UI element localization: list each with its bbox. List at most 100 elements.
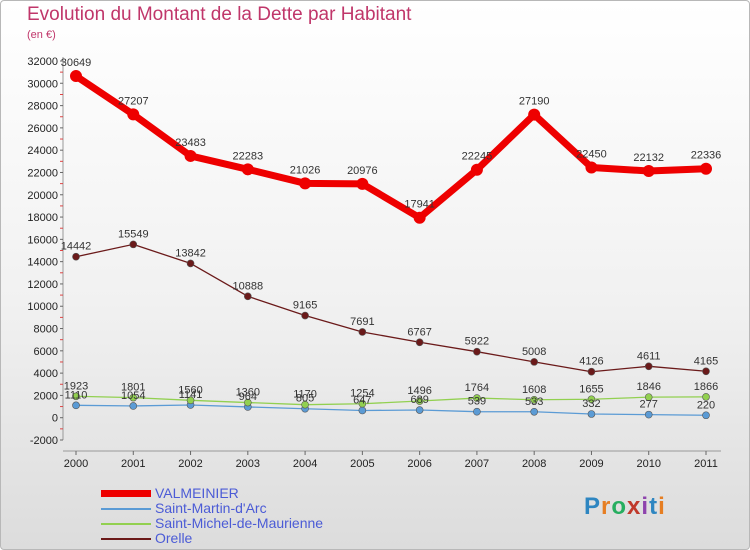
data-point [530,358,538,366]
logo-letter: i [641,493,650,520]
legend-label: VALMEINIER [155,485,239,501]
series-1 [72,401,710,420]
y-tick-label: -2000 [30,435,58,447]
data-point [530,407,538,416]
x-tick-label: 2007 [465,458,489,470]
logo-letter: r [601,493,612,520]
data-label: 1923 [64,380,88,392]
data-label: 1801 [121,382,145,394]
data-point [358,399,367,408]
data-label: 22132 [633,152,664,164]
data-point [244,292,252,301]
x-tick-label: 2004 [293,458,317,470]
x-tick-label: 2000 [64,458,88,470]
data-point [587,410,596,418]
series-0 [70,70,712,224]
data-label: 22245 [462,151,493,163]
x-tick-label: 2011 [694,458,718,470]
data-label: 220 [697,399,715,411]
data-label: 1254 [350,388,374,400]
data-point [129,402,138,410]
data-label: 9165 [293,300,317,312]
legend-swatch [101,538,151,540]
data-label: 4165 [694,355,718,367]
chart-unit: (en €) [27,29,56,41]
x-tick-label: 2006 [407,458,431,470]
data-point [415,406,424,414]
data-label: 1608 [522,384,546,396]
logo-letter: t [649,493,659,520]
data-point [473,394,481,402]
y-tick-label: 2000 [34,390,58,402]
data-point [301,311,309,320]
data-label: 15549 [118,228,149,240]
data-point [530,395,538,404]
y-tick-label: 4000 [34,368,58,380]
series-line [75,404,707,416]
chart-axes: -2000 0 2000 4000 6000 8000 10000 12000 14000 160… [27,56,721,470]
data-point [644,362,653,371]
data-point [415,338,424,347]
series-3 [72,240,710,376]
data-label: 1655 [579,383,603,395]
data-label: 689 [410,394,428,406]
data-point [702,393,710,401]
legend-label: Saint-Michel-de-Maurienne [155,515,324,531]
series-line [75,243,707,373]
data-label: 21026 [290,164,321,176]
data-label: 13842 [175,247,206,259]
data-label: 277 [640,399,658,411]
data-point [702,367,710,376]
logo-letter: P [584,493,602,520]
data-point [642,164,655,177]
data-point [72,401,80,410]
labels-1: 1110 1054 1141 964 805 647 689 539 533 332 277 220 [65,389,716,411]
data-point [413,211,426,224]
data-point [358,406,367,415]
data-label: 6767 [407,326,431,338]
data-label: 647 [353,394,371,406]
data-label: 23483 [175,137,206,149]
data-point [129,240,138,249]
y-tick-label: 10000 [27,301,58,313]
y-tick-label: 24000 [27,145,58,157]
data-point [356,177,369,190]
y-tick-label: 16000 [27,234,58,246]
labels-0: 30649 27207 23483 22283 21026 20976 17941 22245… [61,57,722,211]
data-point [186,259,195,268]
data-point [470,163,483,176]
y-tick-label: 6000 [34,346,58,358]
data-point [587,395,596,404]
data-point [585,161,598,174]
data-label: 1496 [407,385,431,397]
y-tick-label: 30000 [27,78,58,90]
data-label: 1866 [694,381,718,393]
data-label: 5008 [522,346,546,358]
legend-label: Saint-Martin-d'Arc [155,500,267,516]
y-tick-label: 8000 [34,324,58,336]
y-tick-label: 20000 [27,190,58,202]
data-label: 1764 [465,382,489,394]
data-point [301,400,309,409]
legend-label: Orelle [155,530,193,546]
data-label: 332 [582,398,600,410]
data-point [415,397,424,405]
x-tick-label: 2003 [236,458,260,470]
data-label: 1170 [293,389,317,401]
data-label: 1054 [121,390,145,402]
y-tick-label: 28000 [27,101,58,113]
data-label: 1360 [236,387,260,399]
y-tick-label: 32000 [27,56,58,68]
data-point [72,392,80,401]
data-point [700,162,712,175]
data-label: 27190 [519,96,550,108]
series-layer: 30649 27207 23483 22283 21026 20976 17941 22245… [61,57,722,420]
y-tick-label: 12000 [27,279,58,291]
data-label: 533 [525,396,543,408]
data-label: 22283 [233,150,264,162]
logo-letter: i [658,493,666,520]
legend-swatch [101,523,151,525]
series-2 [72,392,710,409]
labels-2: 1923 1801 1560 1360 1170 1254 1496 1764 1608 1655… [64,380,718,400]
